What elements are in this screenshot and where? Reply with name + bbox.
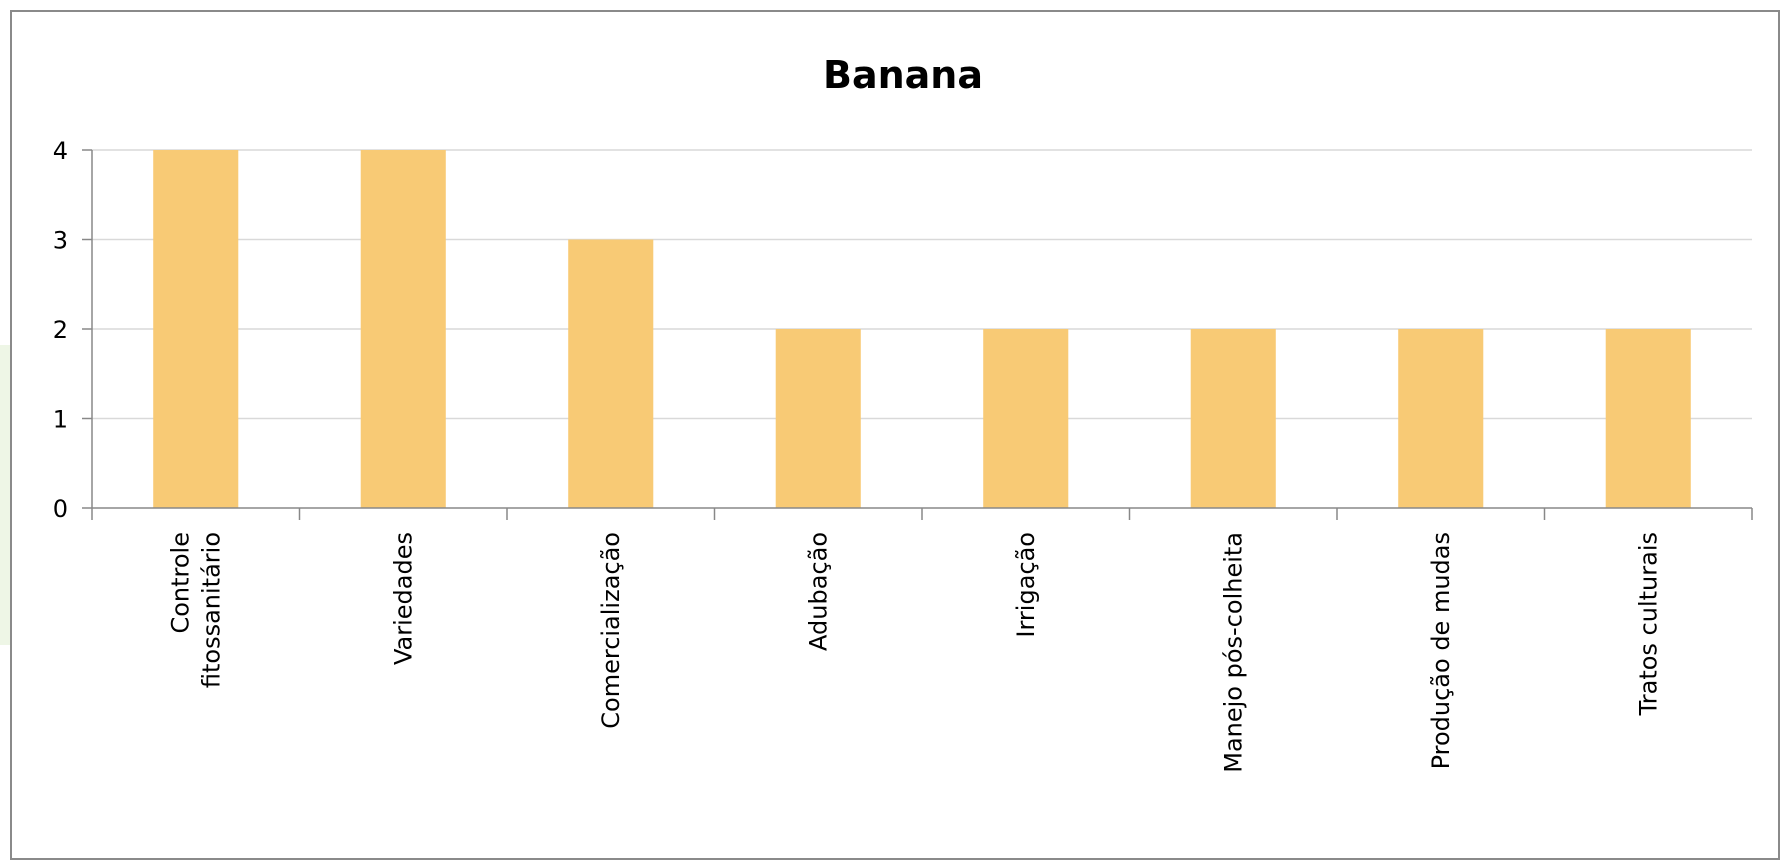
x-tick-labels: Controle fitossanitário Variedades Comercia… (166, 532, 1662, 773)
bar (775, 329, 861, 508)
bar (1605, 329, 1691, 508)
axes (82, 149, 1753, 520)
chart-frame (10, 10, 1780, 860)
grid-lines (92, 149, 1752, 420)
x-tick-label-line: Variedades (389, 532, 417, 665)
bar (1398, 329, 1484, 508)
bar (568, 239, 654, 508)
y-tick-label: 3 (53, 227, 68, 255)
y-tick-label: 4 (53, 137, 68, 165)
x-tick-label-line: Tratos culturais (1634, 532, 1662, 716)
x-tick-label: Variedades (389, 532, 417, 665)
x-tick-label-line: Irrigação (1012, 532, 1040, 638)
x-tick-label: Adubação (804, 532, 832, 651)
x-tick-label: Irrigação (1012, 532, 1040, 638)
bar (360, 150, 446, 508)
x-tick-label-line: Controle (166, 532, 194, 634)
x-tick-label: Comercialização (597, 532, 625, 729)
x-tick-label: Controle fitossanitário (166, 532, 225, 688)
bar (153, 150, 239, 508)
x-tick-label-line: Comercialização (597, 532, 625, 729)
x-tick-label-line: Produção de mudas (1427, 532, 1455, 769)
side-tint (0, 345, 10, 645)
chart-title: Banana (823, 53, 983, 97)
x-tick-label-line: Manejo pós-colheita (1219, 532, 1247, 773)
y-tick-labels: 0 1 2 3 4 (53, 137, 68, 523)
x-tick-label: Manejo pós-colheita (1219, 532, 1247, 773)
y-tick-label: 1 (53, 406, 68, 434)
x-tick-label-line: fitossanitário (197, 532, 225, 688)
x-tick-label: Produção de mudas (1427, 532, 1455, 769)
bar (983, 329, 1069, 508)
y-tick-label: 0 (53, 495, 68, 523)
y-tick-label: 2 (53, 316, 68, 344)
bar (1190, 329, 1276, 508)
x-tick-label-line: Adubação (804, 532, 832, 651)
x-tick-label: Tratos culturais (1634, 532, 1662, 716)
bars (153, 150, 1691, 508)
